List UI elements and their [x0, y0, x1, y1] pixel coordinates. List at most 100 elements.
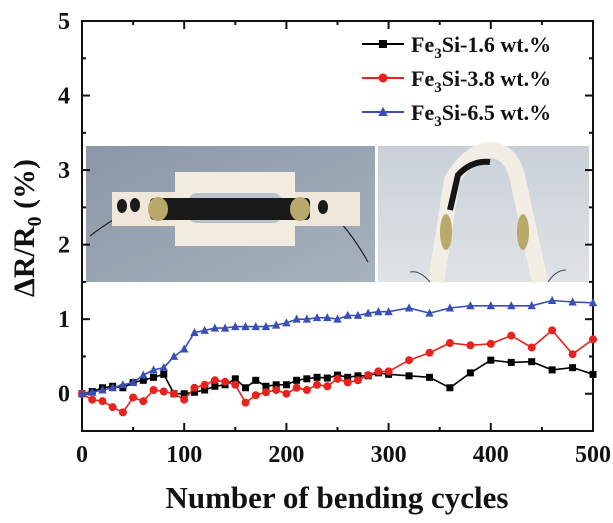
data-point: [445, 303, 455, 312]
series-line: [81, 329, 594, 414]
data-point: [210, 323, 220, 332]
data-point: [210, 376, 219, 385]
data-point: [231, 375, 239, 383]
data-point: [404, 303, 414, 312]
data-point: [200, 325, 209, 334]
legend: Fe3Si-1.6 wt.% Fe3Si-3.8 wt.% Fe3Si-6.5 wt…: [362, 32, 551, 130]
x-axis-title: Number of bending cycles: [165, 480, 508, 515]
data-point: [486, 339, 495, 348]
data-point: [333, 314, 342, 323]
data-point: [108, 403, 117, 412]
data-point: [528, 358, 536, 366]
data-point: [180, 390, 188, 398]
data-point: [149, 386, 158, 394]
data-point: [354, 372, 362, 380]
data-point: [149, 365, 158, 374]
x-tick-label: 400: [473, 442, 509, 468]
y-tick-label: 1: [58, 307, 70, 333]
series-group: [78, 326, 597, 417]
data-point: [343, 378, 352, 387]
data-point: [241, 322, 250, 331]
data-point: [363, 308, 373, 317]
data-point: [77, 389, 87, 398]
x-tick-label: 0: [76, 442, 88, 468]
data-point: [568, 297, 577, 306]
legend-label: Fe3Si-3.8 wt.%: [411, 66, 551, 96]
data-point: [88, 387, 97, 396]
axis-tick-labels: 0 100 200 300 400 500 0 1 2 3 4 5: [58, 9, 611, 468]
data-point: [262, 382, 270, 390]
data-point: [487, 356, 495, 364]
data-point: [169, 389, 178, 398]
data-point: [364, 371, 373, 380]
data-point: [425, 373, 433, 381]
x-tick-label: 100: [166, 442, 202, 468]
data-point: [221, 377, 230, 386]
x-tick-label: 300: [371, 442, 407, 468]
legend-marker: [379, 40, 387, 48]
data-point: [568, 350, 577, 359]
data-point: [374, 367, 383, 376]
data-point: [466, 369, 474, 377]
data-point: [445, 339, 454, 348]
data-point: [548, 366, 556, 374]
data-point: [384, 367, 393, 376]
data-point: [589, 335, 597, 344]
data-point: [405, 372, 413, 380]
data-point: [159, 387, 168, 396]
data-point: [313, 380, 322, 389]
data-point: [160, 370, 168, 378]
data-point: [323, 382, 332, 391]
data-point: [405, 356, 414, 365]
data-point: [129, 393, 138, 402]
data-point: [323, 374, 331, 382]
data-point: [169, 351, 179, 360]
y-axis-title: ΔR/R0 (%): [8, 159, 46, 297]
x-tick-label: 200: [268, 442, 304, 468]
data-point: [547, 295, 557, 305]
data-point: [252, 376, 260, 384]
data-point: [271, 320, 281, 329]
data-point: [261, 388, 270, 397]
data-point: [507, 358, 515, 366]
data-point: [241, 398, 250, 407]
data-point: [384, 307, 393, 316]
data-point: [353, 376, 362, 385]
data-point: [486, 301, 495, 310]
data-point: [292, 383, 301, 392]
y-tick-label: 4: [58, 84, 70, 110]
axis-ticks: [81, 20, 594, 432]
data-point: [128, 377, 138, 387]
data-point: [150, 373, 158, 381]
data-point: [425, 308, 434, 317]
data-point: [139, 376, 147, 384]
legend-label: Fe3Si-6.5 wt.%: [411, 100, 551, 130]
y-tick-label: 3: [58, 158, 70, 184]
data-point: [588, 298, 598, 307]
data-point: [272, 381, 280, 389]
data-point: [231, 380, 240, 389]
data-point: [261, 322, 271, 331]
data-point: [507, 301, 516, 310]
data-point: [466, 301, 475, 310]
legend-marker: [378, 73, 388, 83]
data-point: [589, 370, 597, 378]
data-point: [282, 381, 290, 389]
data-point: [200, 380, 209, 389]
data-point: [108, 383, 117, 392]
series-group: [77, 295, 598, 398]
data-point: [118, 408, 127, 417]
data-point: [293, 376, 301, 384]
data-point: [251, 322, 260, 331]
data-point: [98, 397, 107, 406]
data-point: [548, 326, 557, 335]
data-point: [333, 374, 342, 383]
data-point: [139, 370, 148, 379]
legend-label: Fe3Si-1.6 wt.%: [411, 32, 551, 62]
data-point: [282, 389, 291, 398]
data-point: [231, 322, 240, 331]
data-point: [302, 314, 312, 323]
data-point: [211, 382, 219, 390]
data-point: [190, 388, 198, 396]
inset-photo-flat: [86, 146, 375, 282]
